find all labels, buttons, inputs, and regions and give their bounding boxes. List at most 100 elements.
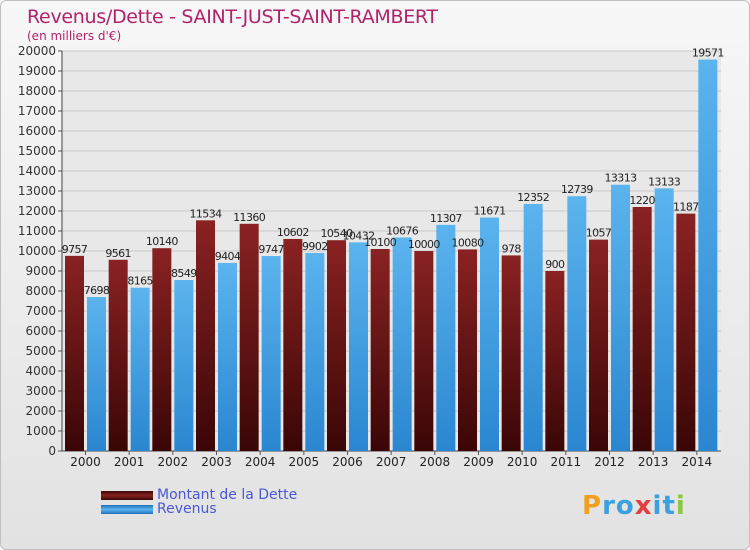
x-tick-label: 2000: [70, 455, 101, 469]
x-tick-label: 2011: [551, 455, 582, 469]
bar-dette-2004: [239, 223, 259, 451]
bar-revenus-2012: [611, 184, 630, 452]
bar-dette-2008: [414, 251, 434, 451]
data-label-dette-2000: 9757: [62, 243, 88, 256]
data-label-dette-2014: 1187: [673, 201, 699, 214]
x-tick-label: 2004: [245, 455, 276, 469]
y-tick-label: 13000: [18, 184, 56, 198]
x-tick-label: 2010: [507, 455, 538, 469]
data-label-revenus-2010: 12352: [517, 191, 549, 204]
y-tick-label: 1000: [25, 424, 56, 438]
logo-letter: P: [582, 491, 603, 521]
x-tick-label: 2001: [114, 455, 145, 469]
y-tick-label: 8000: [25, 284, 56, 298]
data-label-dette-2013: 1220: [629, 194, 655, 207]
bar-dette-2013: [632, 207, 652, 451]
bar-revenus-2014: [698, 59, 718, 452]
bar-dette-2000: [65, 255, 84, 451]
data-label-dette-2005: 10602: [277, 226, 309, 239]
legend-item-dette: Montant de la Dette: [101, 487, 297, 503]
chart-title: Revenus/Dette - SAINT-JUST-SAINT-RAMBERT: [27, 6, 438, 28]
data-label-revenus-2014: 19571: [692, 47, 724, 60]
data-label-dette-2008: 10000: [408, 238, 441, 251]
bar-dette-2005: [283, 238, 303, 451]
bar-revenus-2006: [349, 242, 368, 451]
data-label-revenus-2007: 10676: [386, 224, 419, 237]
y-tick-label: 19000: [18, 64, 56, 78]
data-label-dette-2004: 11360: [233, 211, 266, 224]
y-tick-label: 20000: [18, 44, 56, 58]
bar-revenus-2011: [567, 196, 587, 451]
y-tick-label: 5000: [25, 344, 56, 358]
legend-swatch-revenus: [101, 504, 153, 514]
y-tick-label: 12000: [18, 204, 56, 218]
logo-letter: t: [662, 491, 676, 521]
y-tick-label: 2000: [25, 404, 56, 418]
x-tick-label: 2008: [420, 455, 451, 469]
legend-swatch-dette: [101, 490, 153, 500]
bar-dette-2010: [501, 255, 521, 451]
x-tick-label: 2006: [332, 455, 363, 469]
x-tick-label: 2013: [638, 455, 669, 469]
y-tick-label: 7000: [25, 304, 56, 318]
data-label-dette-2009: 10080: [452, 236, 485, 249]
bar-revenus-2001: [130, 287, 150, 451]
data-label-dette-2012: 1057: [586, 227, 612, 240]
y-tick-label: 16000: [18, 124, 56, 138]
data-label-revenus-2002: 8549: [171, 267, 197, 280]
bar-dette-2011: [545, 271, 565, 451]
data-label-dette-2010: 978: [502, 242, 522, 255]
bar-dette-2014: [676, 213, 696, 451]
bar-dette-2007: [370, 249, 390, 451]
bar-dette-2002: [152, 248, 172, 451]
data-label-dette-2001: 9561: [105, 247, 131, 260]
legend-label-dette: Montant de la Dette: [157, 487, 298, 503]
bar-revenus-2004: [261, 256, 281, 451]
x-tick-label: 2014: [682, 455, 713, 469]
data-label-revenus-2011: 12739: [561, 183, 594, 196]
x-tick-label: 2002: [158, 455, 189, 469]
y-tick-label: 3000: [25, 384, 56, 398]
logo-letter: i: [652, 491, 663, 521]
y-tick-label: 15000: [18, 144, 56, 158]
bar-revenus-2009: [480, 217, 499, 451]
y-tick-label: 9000: [25, 264, 56, 278]
bar-dette-2006: [327, 240, 346, 451]
y-tick-label: 11000: [18, 224, 56, 238]
data-label-dette-2002: 10140: [146, 235, 179, 248]
bar-revenus-2000: [87, 297, 106, 451]
data-label-dette-2011: 900: [545, 258, 565, 271]
x-tick-label: 2003: [201, 455, 232, 469]
legend-item-revenus: Revenus: [101, 501, 217, 517]
y-tick-label: 6000: [25, 324, 56, 338]
x-tick-label: 2007: [376, 455, 407, 469]
bar-dette-2001: [108, 259, 128, 451]
bar-revenus-2005: [305, 252, 325, 451]
y-tick-label: 14000: [18, 164, 56, 178]
x-tick-label: 2012: [594, 455, 625, 469]
y-tick-label: 10000: [18, 244, 56, 258]
y-tick-label: 17000: [18, 104, 56, 118]
logo-letter: o: [615, 491, 635, 521]
legend-label-revenus: Revenus: [157, 501, 217, 517]
data-label-revenus-2005: 9902: [302, 240, 328, 253]
y-tick-label: 18000: [18, 84, 56, 98]
x-tick-label: 2005: [289, 455, 320, 469]
bar-revenus-2007: [392, 237, 412, 451]
data-label-revenus-2006: 10432: [343, 229, 375, 242]
data-label-revenus-2013: 13133: [648, 175, 681, 188]
y-tick-label: 4000: [25, 364, 56, 378]
bar-revenus-2010: [523, 203, 543, 451]
y-tick-label: 0: [48, 444, 56, 458]
bar-revenus-2008: [436, 224, 456, 451]
chart-subtitle: (en milliers d'€): [27, 29, 122, 43]
data-label-revenus-2009: 11671: [474, 205, 506, 218]
bar-dette-2003: [196, 220, 215, 451]
data-label-dette-2003: 11534: [190, 207, 223, 220]
proxiti-logo: Proxiti: [582, 491, 686, 521]
bar-dette-2009: [458, 249, 477, 451]
bar-revenus-2003: [218, 262, 237, 451]
data-label-revenus-2000: 7698: [84, 284, 110, 297]
